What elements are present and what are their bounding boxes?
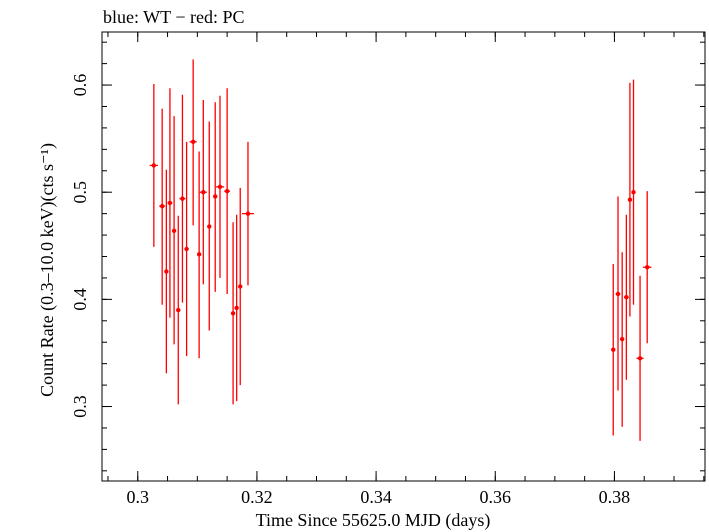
y-axis: 0.3 0.4 0.5 0.6 bbox=[70, 41, 705, 472]
x-tick-label: 0.36 bbox=[480, 487, 512, 507]
data-point bbox=[242, 141, 254, 286]
point-marker bbox=[619, 336, 625, 342]
data-point bbox=[189, 59, 197, 226]
data-point bbox=[176, 215, 181, 405]
data-point bbox=[636, 275, 644, 441]
point-marker bbox=[213, 194, 218, 199]
data-point bbox=[207, 121, 212, 331]
data-point bbox=[627, 82, 633, 317]
point-marker bbox=[171, 228, 177, 233]
y-axis-label: Count Rate (0.3–10.0 keV)(cts s⁻¹) bbox=[37, 143, 58, 397]
point-marker bbox=[164, 269, 169, 274]
point-marker bbox=[201, 190, 206, 195]
data-point bbox=[159, 108, 166, 305]
data-point bbox=[196, 151, 202, 359]
point-marker bbox=[196, 252, 202, 257]
plot-frame bbox=[101, 31, 706, 482]
x-axis: 0.3 0.32 0.34 0.36 0.38 bbox=[107, 32, 705, 507]
data-point bbox=[643, 191, 652, 344]
data-point bbox=[238, 187, 243, 386]
point-marker bbox=[624, 295, 629, 300]
y-tick-label: 0.6 bbox=[70, 74, 90, 97]
point-marker bbox=[207, 224, 212, 229]
data-point bbox=[611, 264, 616, 436]
data-series bbox=[149, 59, 652, 441]
point-marker bbox=[151, 163, 157, 168]
data-point bbox=[164, 169, 169, 374]
point-marker bbox=[230, 311, 236, 316]
point-marker bbox=[184, 246, 189, 252]
x-tick-label: 0.34 bbox=[360, 487, 392, 507]
x-axis-label: Time Since 55625.0 MJD (days) bbox=[256, 510, 491, 531]
y-tick-label: 0.3 bbox=[70, 395, 90, 418]
point-marker bbox=[631, 190, 636, 195]
data-point bbox=[213, 102, 218, 292]
x-tick-label: 0.38 bbox=[599, 487, 631, 507]
point-marker bbox=[224, 188, 230, 194]
data-point bbox=[619, 252, 625, 427]
point-marker bbox=[645, 265, 650, 270]
data-point bbox=[171, 116, 177, 345]
data-point bbox=[623, 214, 629, 380]
point-marker bbox=[217, 184, 223, 190]
point-marker bbox=[176, 307, 181, 313]
point-marker bbox=[637, 356, 643, 361]
point-marker bbox=[627, 197, 633, 202]
data-point bbox=[184, 141, 189, 357]
point-marker bbox=[234, 305, 239, 311]
data-point bbox=[615, 196, 621, 391]
x-tick-label: 0.3 bbox=[127, 487, 150, 507]
data-point bbox=[199, 100, 207, 285]
point-marker bbox=[238, 284, 243, 289]
x-tick-label: 0.32 bbox=[241, 487, 273, 507]
data-point bbox=[224, 88, 231, 295]
chart-title: blue: WT − red: PC bbox=[103, 7, 244, 27]
point-marker bbox=[159, 203, 165, 209]
data-point bbox=[167, 88, 173, 318]
y-tick-label: 0.4 bbox=[70, 288, 90, 311]
point-marker bbox=[245, 211, 251, 216]
data-point bbox=[179, 94, 186, 303]
data-point bbox=[631, 79, 636, 305]
data-point bbox=[215, 95, 225, 278]
data-point bbox=[149, 83, 159, 247]
point-marker bbox=[190, 139, 196, 145]
data-point bbox=[234, 214, 239, 402]
point-marker bbox=[615, 291, 621, 297]
point-marker bbox=[167, 200, 173, 206]
point-marker bbox=[180, 196, 185, 201]
data-point bbox=[230, 222, 236, 405]
y-tick-label: 0.5 bbox=[70, 181, 90, 204]
point-marker bbox=[611, 347, 616, 352]
